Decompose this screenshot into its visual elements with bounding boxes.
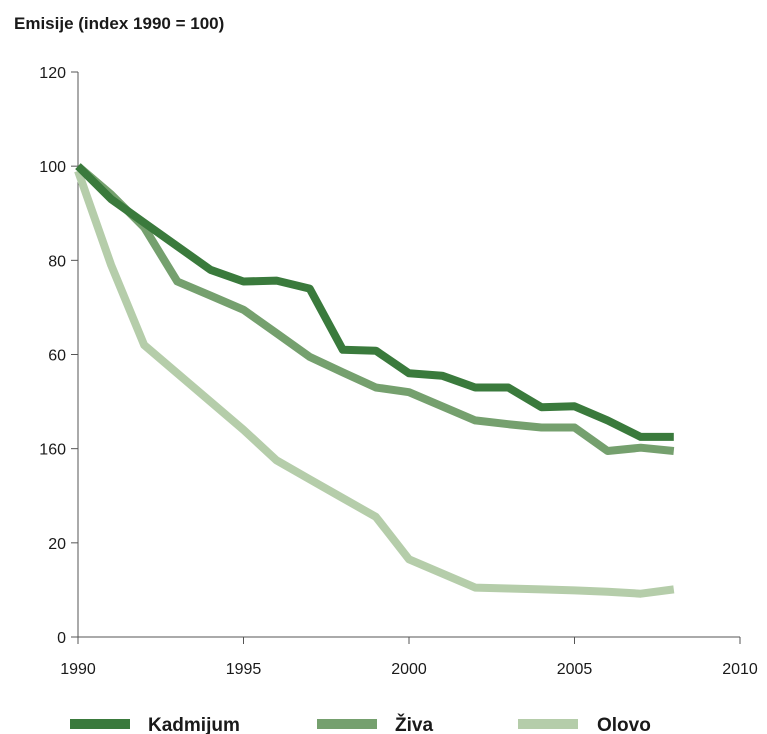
legend-label-kadmijum: Kadmijum bbox=[148, 715, 240, 734]
y-tick-label: 0 bbox=[57, 630, 66, 647]
y-tick-label: 80 bbox=[48, 253, 66, 270]
chart-title: Emisije (index 1990 = 100) bbox=[14, 14, 225, 33]
x-tick-label: 1995 bbox=[226, 661, 262, 678]
y-tick-label: 120 bbox=[39, 65, 66, 82]
axes: 0 20 160 60 80 100 120 1990 1995 2000 2005 2010 bbox=[39, 65, 758, 678]
series-line-živa bbox=[75, 163, 675, 455]
x-tick-label: 2005 bbox=[557, 661, 593, 678]
x-tick-label: 1990 bbox=[60, 661, 96, 678]
y-tick-label: 100 bbox=[39, 159, 66, 176]
y-tick-label: 20 bbox=[48, 536, 66, 553]
x-tick-label: 2000 bbox=[391, 661, 427, 678]
series-lines bbox=[74, 163, 675, 598]
series-line-kadmijum bbox=[75, 163, 674, 441]
legend-label-živa: Živa bbox=[395, 714, 433, 734]
y-tick-label: 60 bbox=[48, 348, 66, 365]
series-line-olovo bbox=[74, 169, 675, 598]
y-tick-label: 160 bbox=[39, 442, 66, 459]
legend: Kadmijum Živa Olovo bbox=[70, 714, 651, 734]
legend-label-olovo: Olovo bbox=[597, 715, 651, 734]
x-tick-label: 2010 bbox=[722, 661, 758, 678]
